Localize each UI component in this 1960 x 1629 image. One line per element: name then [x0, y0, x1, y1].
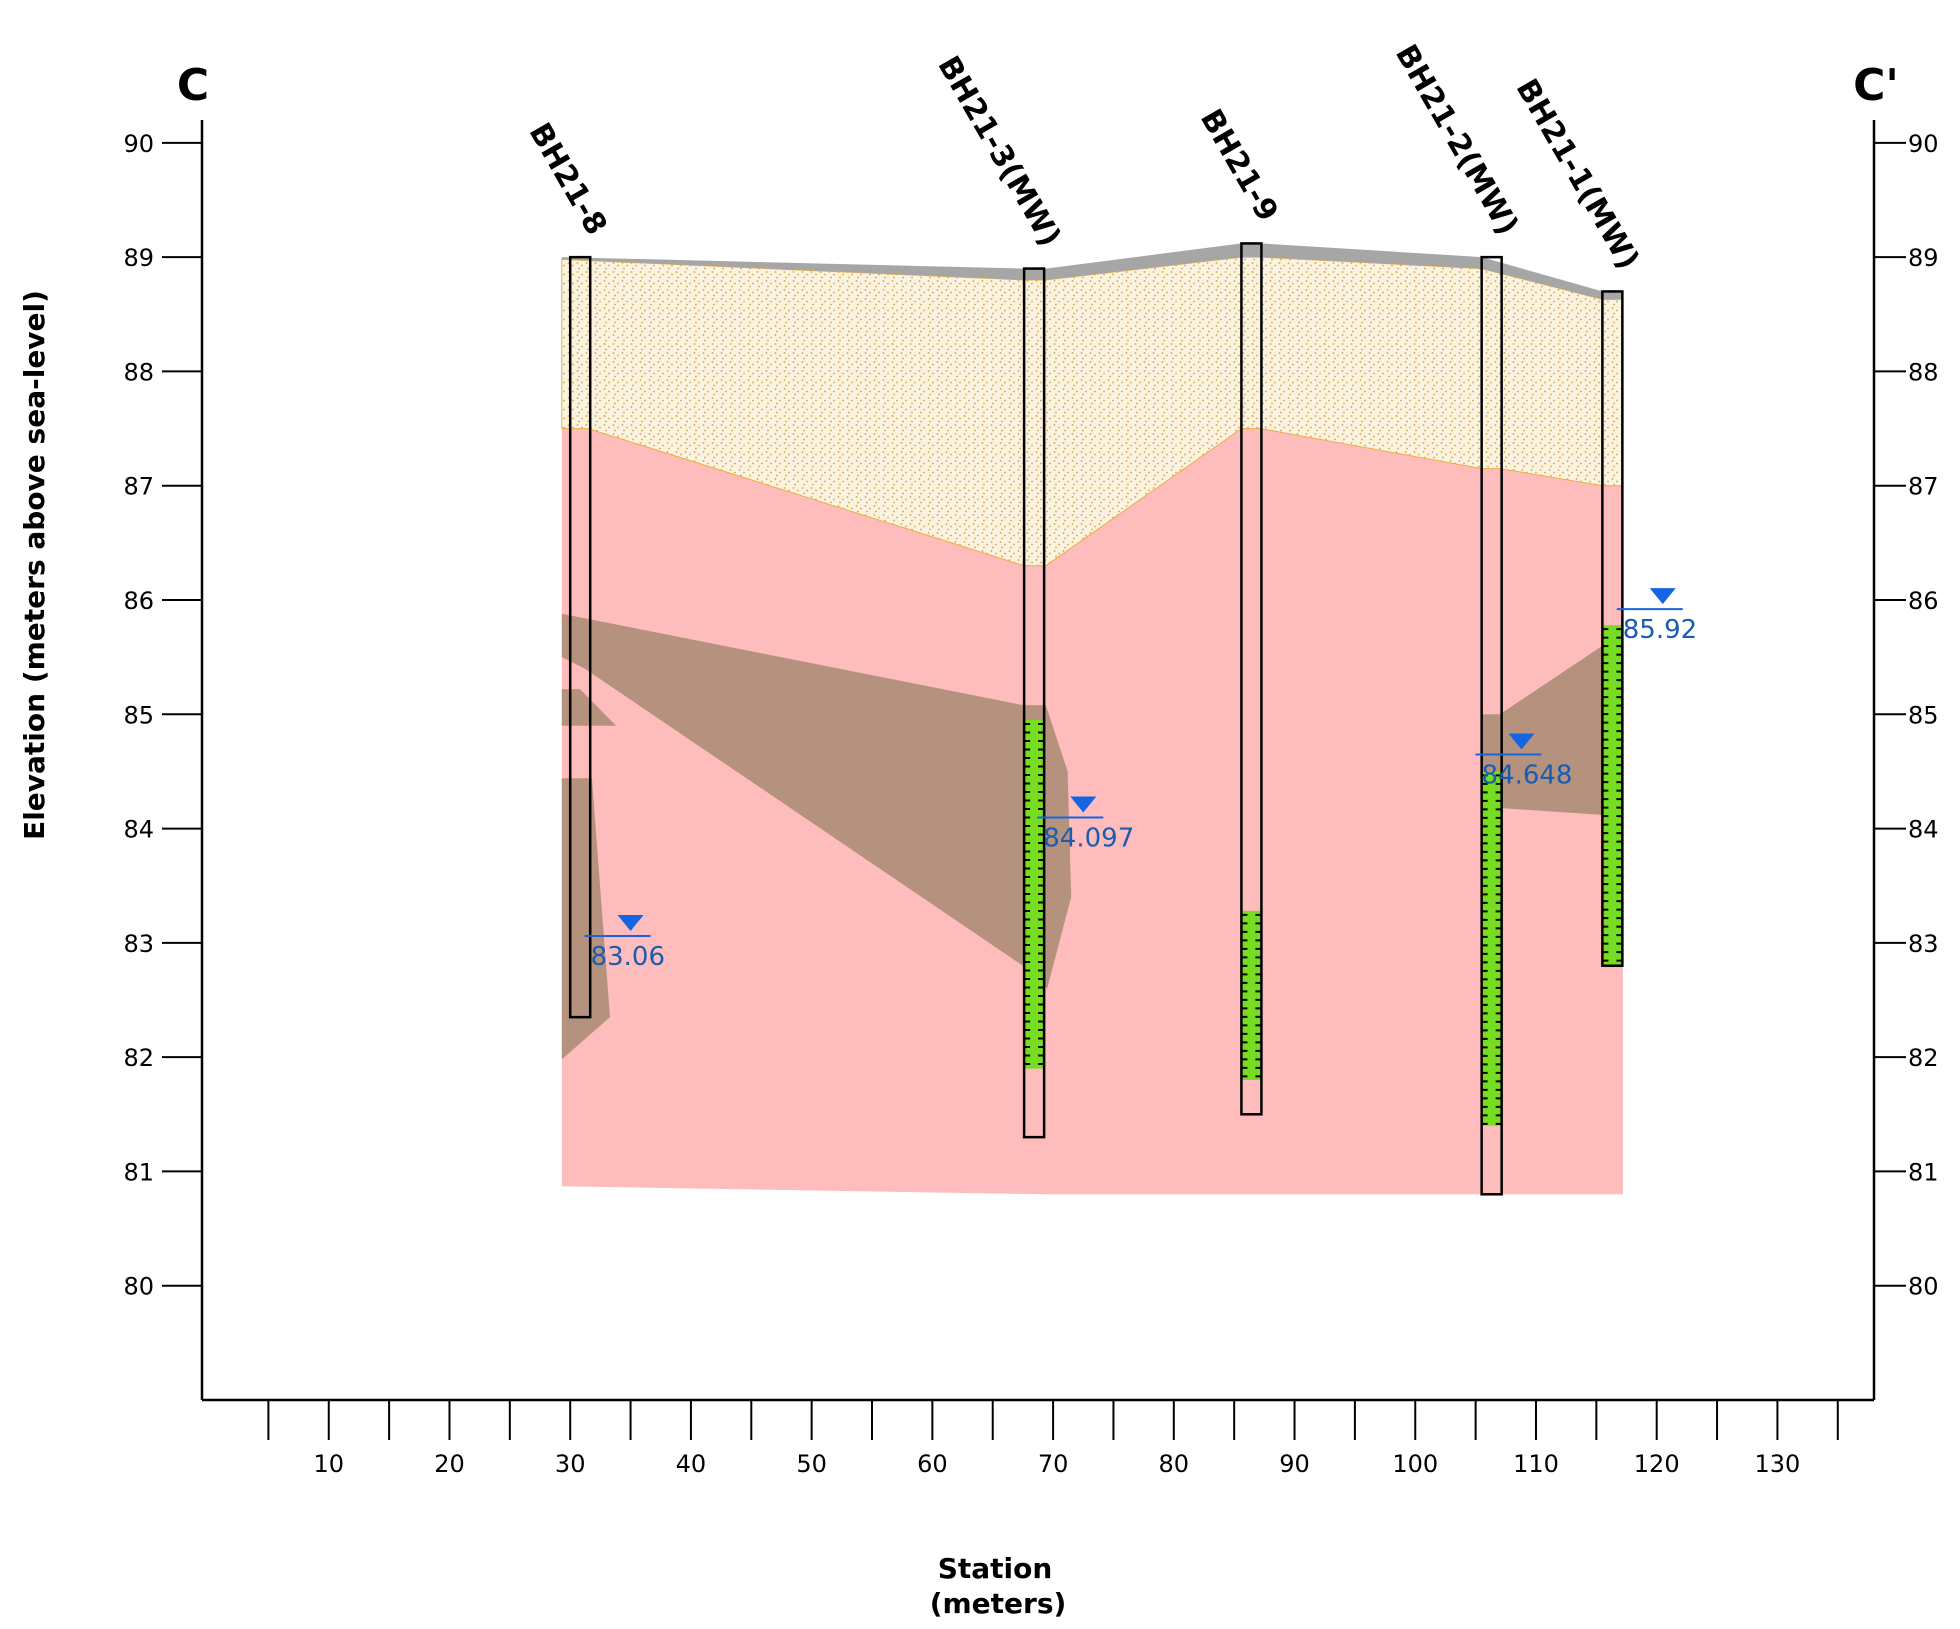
y-tick-label-left: 80 — [123, 1273, 154, 1301]
x-tick-label: 80 — [1159, 1450, 1190, 1478]
y-tick-label-right: 89 — [1908, 244, 1939, 272]
well-screen-2 — [1024, 720, 1045, 1069]
borehole-label: BH21-9 — [1193, 103, 1285, 227]
x-tick-label: 90 — [1279, 1450, 1310, 1478]
borehole-column-3 — [1240, 242, 1263, 1116]
well-screen-slots-3 — [1241, 913, 1262, 1078]
well-screen-slots-4 — [1481, 774, 1502, 1125]
y-tick-label-right: 82 — [1908, 1044, 1939, 1072]
x-tick-label: 10 — [313, 1450, 344, 1478]
x-axis-title: Station — [938, 1552, 1053, 1585]
x-tick-label: 120 — [1634, 1450, 1680, 1478]
x-tick-label: 20 — [434, 1450, 465, 1478]
borehole-column-1 — [568, 255, 592, 1019]
y-tick-label-left: 86 — [123, 587, 154, 615]
x-tick-label: 130 — [1755, 1450, 1801, 1478]
water-level-label: 85.92 — [1623, 615, 1697, 645]
y-tick-label-right: 90 — [1908, 130, 1939, 158]
y-tick-label-right: 83 — [1908, 930, 1939, 958]
y-tick-label-left: 82 — [123, 1044, 154, 1072]
water-level-icon — [1649, 588, 1676, 605]
well-screen-5 — [1602, 625, 1623, 966]
corner-label-left: C — [177, 60, 209, 111]
y-tick-label-left: 90 — [123, 130, 154, 158]
borehole-label: BH21-1(MW) — [1509, 73, 1646, 275]
borehole-label: BH21-8 — [522, 117, 614, 241]
borehole-column-5 — [1601, 290, 1624, 967]
x-tick-label: 50 — [796, 1450, 827, 1478]
y-tick-label-right: 88 — [1908, 358, 1939, 386]
soil-layers — [561, 243, 1624, 1195]
silt-lens-4 — [1481, 645, 1603, 815]
silt-lens-3 — [561, 778, 610, 1060]
well-screens — [1024, 625, 1623, 1126]
y-tick-label-left: 88 — [123, 358, 154, 386]
y-tick-label-right: 87 — [1908, 473, 1939, 501]
x-tick-label: 30 — [555, 1450, 586, 1478]
water-level-label: 84.097 — [1043, 823, 1134, 853]
y-tick-label-left: 89 — [123, 244, 154, 272]
axes: 90 90 89 89 88 88 87 87 86 86 85 85 84 84 83 83 82 82 81 81… — [123, 120, 1939, 1478]
water-level-label: 84.648 — [1481, 761, 1572, 791]
y-tick-label-left: 84 — [123, 816, 154, 844]
x-tick-label: 110 — [1513, 1450, 1559, 1478]
x-axis-title-units: (meters) — [930, 1587, 1067, 1620]
water-level-label: 83.06 — [591, 942, 665, 972]
y-tick-label-right: 80 — [1908, 1273, 1939, 1301]
water-level-icon — [1070, 796, 1097, 813]
y-tick-label-right: 81 — [1908, 1158, 1939, 1186]
y-tick-label-right: 85 — [1908, 701, 1939, 729]
y-axis-title: Elevation (meters above sea-level) — [18, 290, 51, 840]
y-tick-label-left: 85 — [123, 701, 154, 729]
topsoil-layer — [561, 243, 1623, 300]
well-screen-slots-2 — [1024, 723, 1045, 1065]
borehole-column-4 — [1480, 255, 1503, 1196]
water-level-icon — [617, 915, 644, 931]
silt-lens-1 — [561, 613, 1072, 989]
corner-label-right: C' — [1853, 60, 1899, 111]
water-levels: 83.06 84.097 84.648 85.92 — [584, 588, 1697, 972]
borehole-label: BH21-3(MW) — [930, 50, 1067, 252]
borehole-label: BH21-2(MW) — [1388, 39, 1525, 241]
x-tick-label: 100 — [1392, 1450, 1438, 1478]
y-tick-label-right: 84 — [1908, 816, 1939, 844]
y-tick-label-right: 86 — [1908, 587, 1939, 615]
well-screen-slots-5 — [1602, 628, 1623, 962]
borehole-column-2 — [1022, 267, 1046, 1139]
water-level-icon — [1508, 733, 1535, 750]
y-tick-label-left: 83 — [123, 930, 154, 958]
silt-lens-2 — [561, 689, 617, 726]
y-tick-label-left: 87 — [123, 473, 154, 501]
x-tick-label: 70 — [1038, 1450, 1069, 1478]
x-tick-label: 60 — [917, 1450, 948, 1478]
clay-layer — [561, 428, 1623, 1195]
x-tick-label: 40 — [676, 1450, 707, 1478]
y-tick-label-left: 81 — [123, 1158, 154, 1186]
well-screen-3 — [1241, 910, 1262, 1080]
